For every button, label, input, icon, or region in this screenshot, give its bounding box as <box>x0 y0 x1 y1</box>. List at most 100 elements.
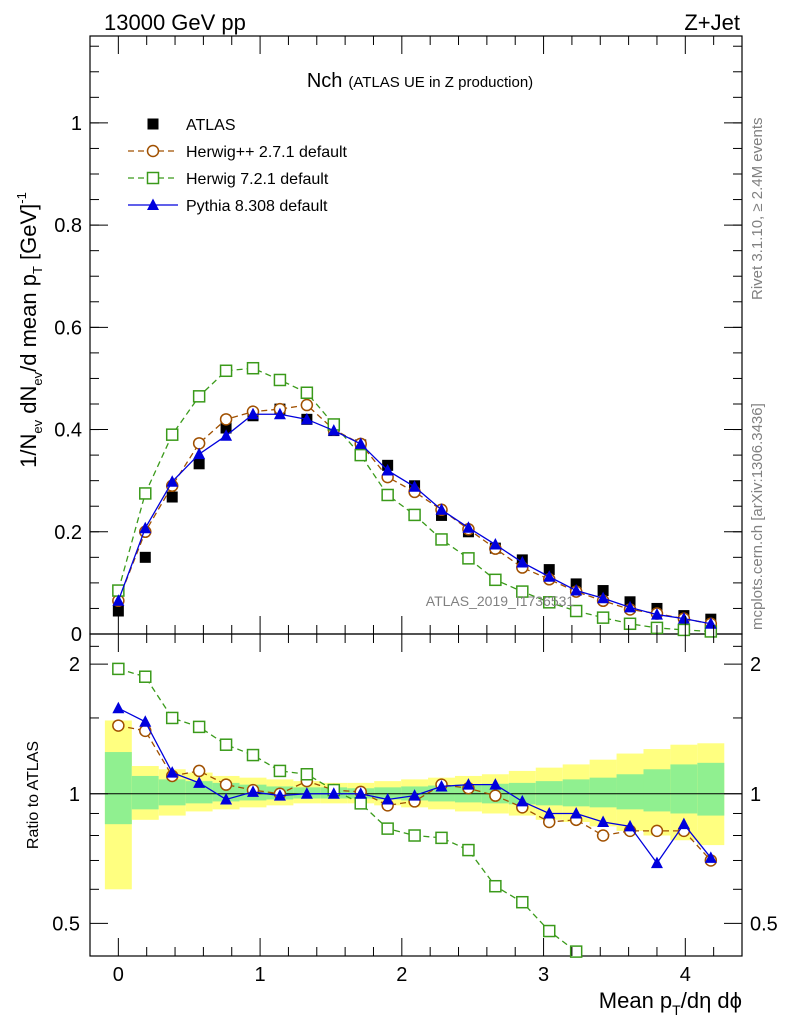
herwig7-ratio-point <box>273 764 287 778</box>
band-inner-bin <box>589 777 617 808</box>
herwig7-main-point <box>623 617 637 631</box>
pythia-main-point <box>570 584 583 596</box>
pythia-ratio-point <box>597 815 610 827</box>
pythia-ratio-point <box>220 792 233 805</box>
atlas-main-point <box>193 458 205 470</box>
herwigpp-main-point <box>192 437 206 450</box>
herwigpp-ratio-point <box>219 778 233 791</box>
atlas-main-point <box>139 551 151 563</box>
main-ytick-label: 0.2 <box>54 522 82 544</box>
analysis-tag: ATLAS_2019_I1736531 <box>426 593 575 609</box>
pythia-ratio-point <box>247 785 259 797</box>
pythia-ratio-point <box>300 787 313 799</box>
xtick-label: 1 <box>255 964 266 986</box>
series-herwig7 <box>112 361 718 638</box>
plot-title-sub: (ATLAS UE in Z production) <box>348 74 533 91</box>
pythia-main-point <box>543 570 556 582</box>
pythia-ratio-point <box>327 787 340 799</box>
pythia-ratio-point <box>462 778 475 790</box>
herwig7-ratio-point <box>219 738 233 751</box>
legend-label: ATLAS <box>186 117 236 134</box>
series-pythia <box>112 407 717 629</box>
header-right: Z+Jet <box>684 10 740 35</box>
ratio-ytick-label-right: 2 <box>750 654 761 676</box>
plot-title: Nch (ATLAS UE in Z production) <box>307 70 533 92</box>
herwig7-ratio-point <box>516 895 529 909</box>
herwigpp-ratio-point <box>489 789 502 802</box>
pythia-main-point <box>166 475 179 487</box>
herwig7-main-point <box>273 373 287 387</box>
herwigpp-ratio-point <box>112 719 125 732</box>
herwig7-main-point <box>516 585 529 598</box>
ratio-ytick-label-right: 1 <box>750 784 761 806</box>
herwig7-ratio-point <box>489 879 502 893</box>
legend-label: Herwig++ 2.7.1 default <box>186 144 348 161</box>
herwig7-ratio-point <box>408 829 421 842</box>
herwig7-main-point <box>381 488 394 502</box>
pythia-ratio-point <box>704 851 717 863</box>
pythia-ratio-point <box>570 806 583 819</box>
xlabel: Mean pT/dη dϕ <box>599 988 742 1018</box>
herwig7-main-point <box>489 573 502 587</box>
header-left: 13000 GeV pp <box>104 10 246 35</box>
ratio-ytick-label-right: 0.5 <box>750 913 778 935</box>
legend-marker <box>146 171 160 185</box>
pythia-ratio-point <box>650 856 663 869</box>
legend-marker <box>147 118 159 130</box>
mcplots-label: mcplots.cern.ch [arXiv:1306.3436] <box>749 403 766 630</box>
main-ytick-label: 0 <box>71 624 82 646</box>
herwig7-ratio-point <box>246 748 260 762</box>
pythia-main-point <box>354 437 367 449</box>
herwig7-ratio-point <box>381 822 394 835</box>
pythia-ratio-point <box>543 806 556 819</box>
band-inner-bin <box>562 779 590 807</box>
herwig7-main-point <box>139 487 152 500</box>
herwig7-main-point <box>569 604 583 618</box>
pythia-ratio-point <box>193 776 206 788</box>
herwig7-ratio-point <box>435 831 448 845</box>
pythia-main-point <box>435 503 448 515</box>
pythia-ratio-point <box>677 817 690 830</box>
pythia-ratio-point <box>139 715 152 727</box>
herwig7-main-point <box>354 448 367 462</box>
band-inner-bin <box>616 774 644 810</box>
herwig7-main-point <box>596 611 610 624</box>
band-inner-bin <box>131 775 159 810</box>
band-inner-bin <box>158 779 186 806</box>
ratio-ytick-label: 0.5 <box>52 913 80 935</box>
atlas-main-point <box>112 605 124 617</box>
main-ylabel: 1/Nev dNev/d mean pT [GeV]-1 <box>14 192 45 468</box>
herwigpp-ratio-point <box>650 824 664 838</box>
herwig7-main-point <box>677 623 691 637</box>
atlas-main-point <box>220 422 232 434</box>
pythia-ratio-point <box>408 789 421 801</box>
pythia-main-point <box>677 612 690 624</box>
pythia-ratio-point <box>273 789 286 801</box>
pythia-ratio-point <box>516 794 529 807</box>
legend-marker <box>146 144 160 158</box>
pythia-main-point <box>220 429 233 441</box>
pythia-main-point <box>489 538 502 550</box>
pythia-main-point <box>408 480 421 492</box>
herwigpp-main-point <box>219 413 233 426</box>
main-ytick-label: 1 <box>71 113 82 135</box>
plot-title-main: Nch <box>307 70 343 92</box>
pythia-main-point <box>139 521 152 534</box>
herwig7-ratio-point <box>112 662 125 676</box>
ratio-frame <box>89 633 743 957</box>
atlas-main-point <box>597 585 609 597</box>
herwig7-ratio-point <box>542 924 556 938</box>
band-inner-bin <box>643 769 671 812</box>
pythia-ratio-point <box>381 792 394 805</box>
legend-label: Herwig 7.2.1 default <box>186 171 329 188</box>
ratio-ytick-label: 2 <box>69 654 80 676</box>
herwig7-ratio-point <box>165 711 179 725</box>
herwigpp-main-point <box>300 398 314 412</box>
pythia-main-point <box>193 447 206 460</box>
pythia-ratio-point <box>354 787 367 799</box>
xtick-label: 3 <box>538 964 549 986</box>
pythia-main-point <box>516 555 529 568</box>
herwig7-main-point <box>462 552 475 565</box>
pythia-main-point <box>597 591 610 604</box>
atlas-main-point <box>570 578 582 590</box>
